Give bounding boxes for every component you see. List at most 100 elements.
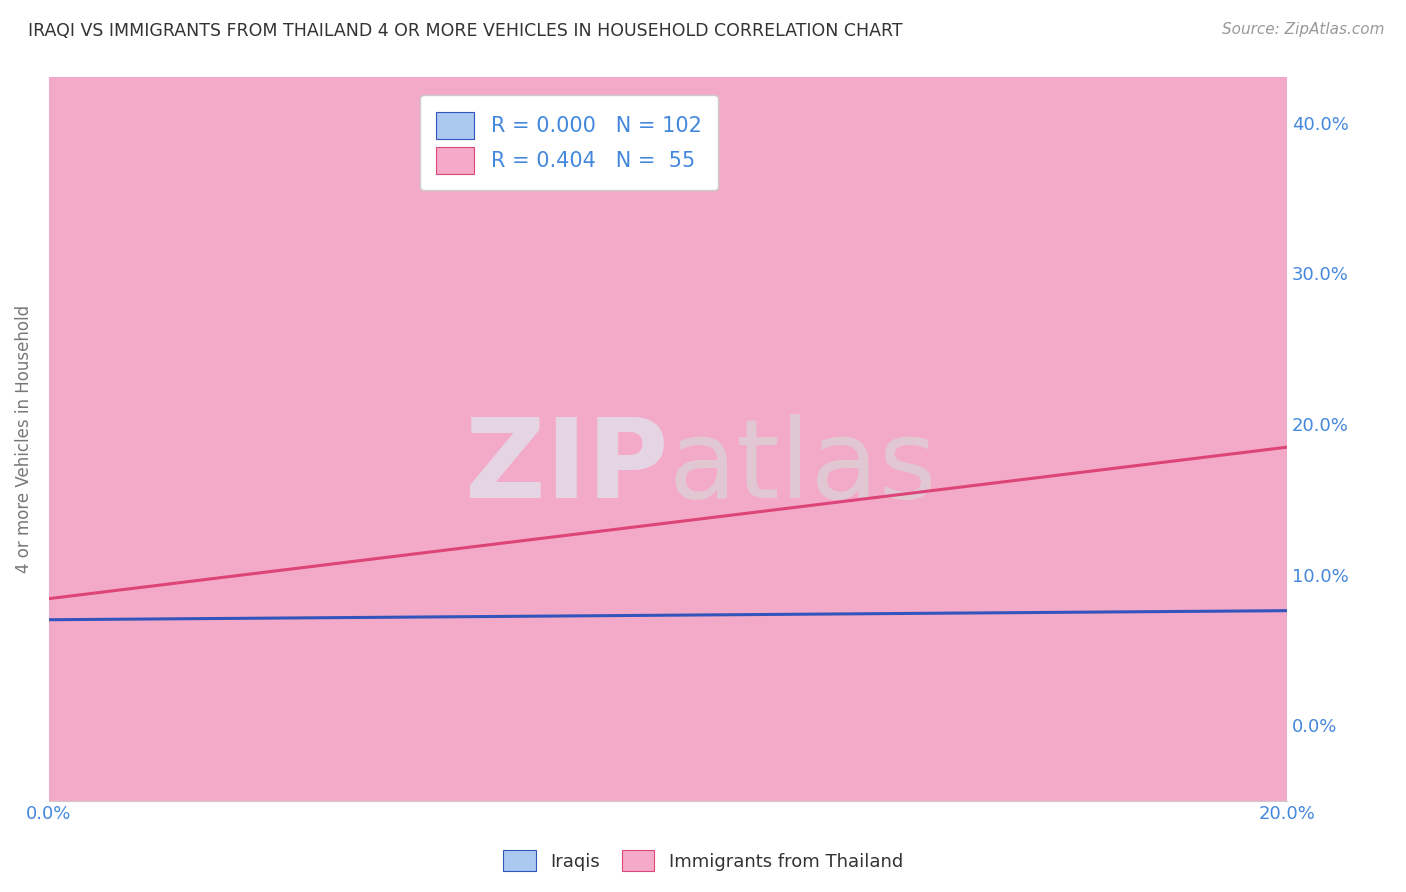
Point <box>80 599 103 614</box>
Point <box>163 647 186 661</box>
Point <box>311 613 333 627</box>
Point <box>83 600 105 615</box>
Point <box>384 593 406 607</box>
Point <box>152 626 174 640</box>
Point <box>360 607 382 622</box>
Point <box>110 624 132 638</box>
Point <box>188 733 211 747</box>
Point <box>643 553 665 567</box>
Point <box>56 617 79 632</box>
Point <box>853 587 876 601</box>
Point <box>94 642 117 657</box>
Point <box>489 603 512 617</box>
Point <box>72 615 94 630</box>
Point <box>166 648 188 662</box>
Point <box>59 640 82 654</box>
Point <box>156 624 179 638</box>
Point <box>534 578 557 592</box>
Point <box>104 609 127 624</box>
Point <box>412 594 434 608</box>
Point <box>1213 244 1236 258</box>
Point <box>322 569 344 583</box>
Point <box>969 485 991 500</box>
Point <box>107 636 129 650</box>
Point <box>174 591 197 605</box>
Point <box>46 586 69 600</box>
Point <box>86 638 108 652</box>
Point <box>101 632 124 647</box>
Point <box>38 432 60 446</box>
Point <box>568 570 591 584</box>
Point <box>77 566 100 580</box>
Point <box>370 593 392 607</box>
Point <box>121 584 143 599</box>
Point <box>554 620 576 634</box>
Point <box>162 477 184 491</box>
Text: ZIP: ZIP <box>464 415 668 522</box>
Point <box>682 578 704 592</box>
Point <box>103 646 125 660</box>
Point <box>162 462 184 476</box>
Point <box>87 631 110 645</box>
Point <box>948 632 970 647</box>
Point <box>349 568 371 582</box>
Point <box>508 583 530 598</box>
Point <box>402 681 425 696</box>
Point <box>405 599 427 613</box>
Point <box>627 591 650 606</box>
Legend: Iraqis, Immigrants from Thailand: Iraqis, Immigrants from Thailand <box>496 843 910 879</box>
Point <box>60 620 83 634</box>
Point <box>222 533 245 548</box>
Point <box>260 580 283 594</box>
Legend: R = 0.000   N = 102, R = 0.404   N =  55: R = 0.000 N = 102, R = 0.404 N = 55 <box>420 95 718 190</box>
Point <box>952 640 974 655</box>
Point <box>326 482 349 496</box>
Text: Source: ZipAtlas.com: Source: ZipAtlas.com <box>1222 22 1385 37</box>
Point <box>45 668 67 682</box>
Point <box>188 568 211 582</box>
Point <box>451 491 474 505</box>
Point <box>141 588 163 602</box>
Point <box>738 516 761 530</box>
Point <box>131 447 153 461</box>
Point <box>82 608 104 623</box>
Point <box>1028 488 1050 502</box>
Point <box>73 641 96 656</box>
Point <box>636 599 658 614</box>
Point <box>91 645 114 659</box>
Point <box>100 417 122 431</box>
Point <box>38 573 60 587</box>
Point <box>981 500 1004 514</box>
Point <box>97 591 120 605</box>
Text: IRAQI VS IMMIGRANTS FROM THAILAND 4 OR MORE VEHICLES IN HOUSEHOLD CORRELATION CH: IRAQI VS IMMIGRANTS FROM THAILAND 4 OR M… <box>28 22 903 40</box>
Point <box>44 603 66 617</box>
Point <box>122 630 145 644</box>
Point <box>79 602 101 616</box>
Point <box>197 596 219 610</box>
Point <box>107 625 129 640</box>
Point <box>96 594 118 608</box>
Point <box>547 596 569 610</box>
Point <box>1032 547 1054 561</box>
Point <box>783 654 806 668</box>
Y-axis label: 4 or more Vehicles in Household: 4 or more Vehicles in Household <box>15 305 32 573</box>
Point <box>145 603 167 617</box>
Point <box>100 673 122 687</box>
Point <box>1136 371 1159 385</box>
Point <box>269 637 291 651</box>
Point <box>207 599 229 614</box>
Point <box>51 636 73 650</box>
Point <box>94 608 117 623</box>
Point <box>776 625 799 640</box>
Point <box>96 626 118 640</box>
Point <box>404 637 426 651</box>
Point <box>228 548 250 562</box>
Point <box>131 597 153 611</box>
Point <box>877 454 900 468</box>
Point <box>311 599 333 613</box>
Point <box>1033 457 1056 471</box>
Point <box>90 597 112 611</box>
Point <box>80 578 103 592</box>
Point <box>117 619 139 633</box>
Point <box>440 620 463 634</box>
